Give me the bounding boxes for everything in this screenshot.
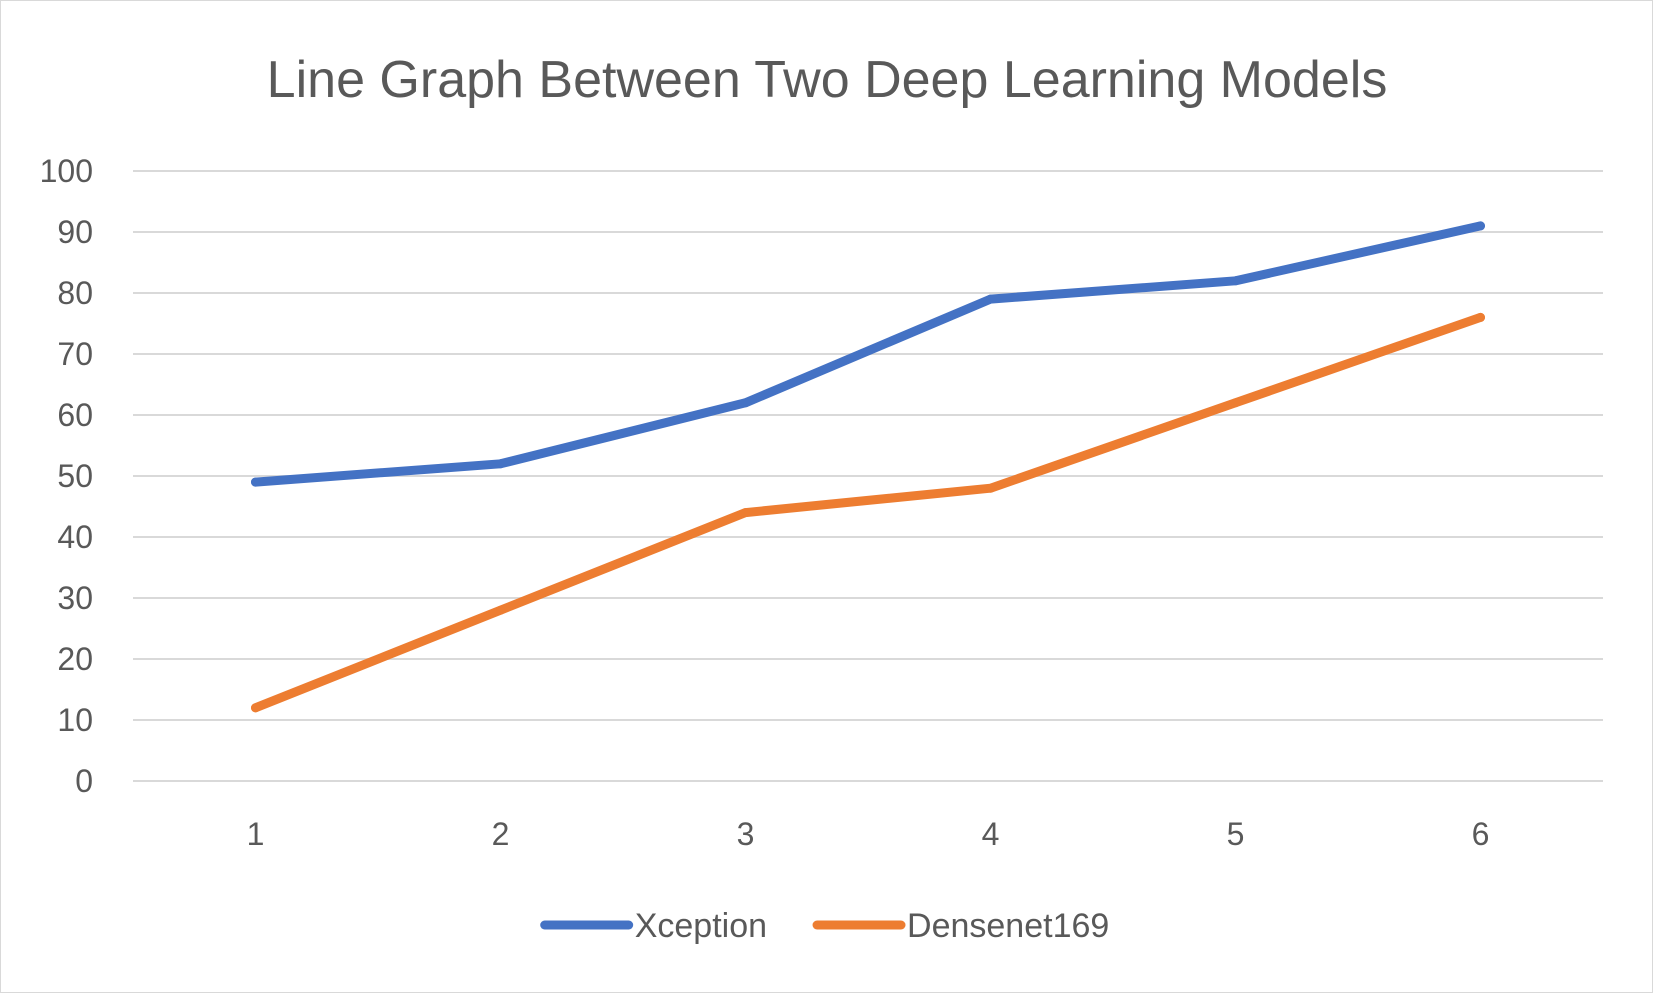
legend: Xception Densenet169 [540,907,1109,945]
legend-item-xception: Xception [540,907,767,945]
y-tick-label: 40 [57,519,93,555]
series-line-xception [251,221,1485,487]
data-point-xception [496,459,505,469]
x-axis-tick-labels: 1 2 3 4 5 6 [247,816,1490,852]
x-tick-label: 3 [737,816,755,852]
data-point-densenet169 [496,605,505,615]
data-point-densenet169 [986,483,995,493]
legend-label: Xception [635,907,767,945]
x-tick-label: 6 [1472,816,1490,852]
data-point-densenet169 [1476,312,1485,322]
x-tick-label: 5 [1227,816,1245,852]
x-tick-label: 4 [982,816,1000,852]
data-point-xception [986,294,995,304]
y-tick-label: 30 [57,580,93,616]
data-point-xception [1476,221,1485,231]
x-tick-label: 1 [247,816,265,852]
y-tick-label: 90 [57,214,93,250]
legend-label: Densenet169 [907,907,1109,945]
chart-title: Line Graph Between Two Deep Learning Mod… [267,51,1388,109]
legend-item-densenet169: Densenet169 [812,907,1109,945]
y-tick-label: 0 [75,763,93,799]
y-tick-label: 10 [57,702,93,738]
y-axis-tick-labels: 0 10 20 30 40 50 60 70 80 90 100 [40,153,93,799]
y-tick-label: 20 [57,641,93,677]
series-lines [251,221,1485,713]
x-tick-label: 2 [492,816,510,852]
data-point-densenet169 [1231,398,1240,408]
y-tick-label: 60 [57,397,93,433]
series-line-densenet169 [251,312,1485,713]
y-tick-label: 100 [40,153,93,189]
data-point-densenet169 [741,508,750,518]
data-point-xception [1231,276,1240,286]
y-tick-label: 80 [57,275,93,311]
y-tick-label: 70 [57,336,93,372]
data-point-xception [741,398,750,408]
y-tick-label: 50 [57,458,93,494]
data-point-densenet169 [251,703,260,713]
data-point-xception [251,477,260,487]
